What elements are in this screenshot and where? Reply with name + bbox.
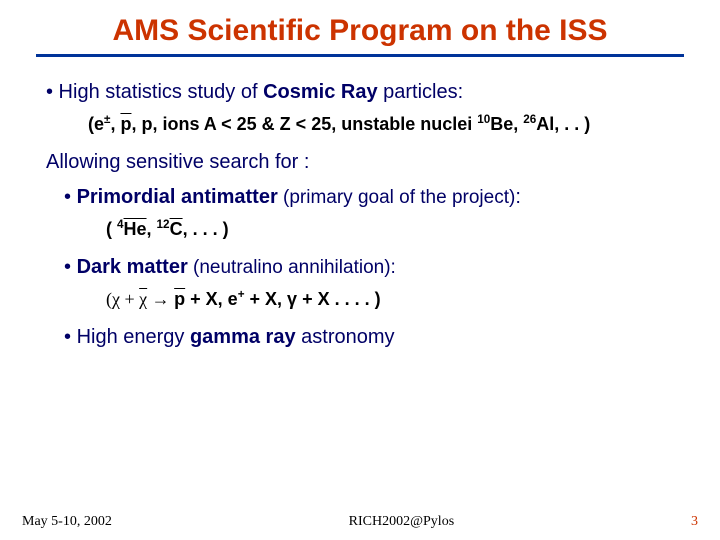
p-bar: p	[174, 289, 185, 309]
t: astronomy	[296, 326, 395, 348]
t: ,	[147, 219, 157, 239]
sub-block: • Primordial antimatter (primary goal of…	[64, 184, 674, 351]
sup: 12	[157, 218, 170, 231]
page-number: 3	[691, 514, 698, 530]
t: (e	[88, 114, 104, 134]
sup: 10	[477, 113, 490, 126]
text: • High statistics study of	[46, 81, 263, 103]
bullet-primordial: • Primordial antimatter (primary goal of…	[64, 184, 674, 211]
t: (neutralino annihilation):	[188, 257, 396, 278]
t: + X, e	[185, 289, 238, 309]
t: Be,	[490, 114, 523, 134]
t: (primary goal of the project)	[278, 187, 516, 208]
bullet-dark-matter: • Dark matter (neutralino annihilation):	[64, 254, 674, 281]
text-bold: Dark matter	[77, 256, 188, 278]
bullet-gamma-ray: • High energy gamma ray astronomy	[64, 324, 674, 351]
t: •	[64, 256, 77, 278]
formula-antimatter: ( 4He, 12C, . . . )	[106, 219, 674, 238]
content-area: • High statistics study of Cosmic Ray pa…	[0, 79, 720, 351]
t: + X, γ + X . . . . )	[245, 289, 381, 309]
footer-date: May 5-10, 2002	[22, 514, 112, 530]
t: χ	[112, 289, 120, 309]
chi-bar: χ	[139, 289, 147, 309]
text-allowing: Allowing sensitive search for :	[46, 149, 674, 176]
formula-neutralino: (χ + χ → p + X, e+ + X, γ + X . . . . )	[106, 289, 674, 308]
footer-venue: RICH2002@Pylos	[349, 514, 454, 530]
t: ,	[110, 114, 120, 134]
t: , . . . )	[183, 219, 229, 239]
pbar: p	[120, 114, 131, 134]
sup: 26	[523, 113, 536, 126]
title-rule	[36, 54, 684, 57]
text-bold: Primordial antimatter	[77, 186, 278, 208]
t: •	[64, 186, 77, 208]
t: 25 & Z	[237, 114, 291, 134]
t: :	[515, 186, 521, 208]
text-bold: Cosmic Ray	[263, 81, 378, 103]
t: →	[147, 289, 174, 309]
text: particles:	[378, 81, 464, 103]
t: +	[120, 289, 139, 309]
formula-particles: (e±, p, p, ions A < 25 & Z < 25, unstabl…	[88, 114, 674, 133]
text-bold: gamma ray	[190, 326, 296, 348]
t: , p, ions A	[131, 114, 216, 134]
t: <	[216, 114, 237, 134]
bullet-high-statistics: • High statistics study of Cosmic Ray pa…	[46, 79, 674, 106]
t: (	[106, 219, 117, 239]
t: 25, unstable nuclei	[311, 114, 477, 134]
page-title: AMS Scientific Program on the ISS	[0, 0, 720, 54]
sup: +	[238, 288, 245, 301]
t: Al, . . )	[536, 114, 590, 134]
text: Allowing sensitive search for :	[46, 151, 309, 173]
t: •	[64, 326, 77, 348]
t: <	[291, 114, 312, 134]
he-bar: He	[124, 219, 147, 239]
c-bar: C	[170, 219, 183, 239]
t: High energy	[77, 326, 190, 348]
footer: May 5-10, 2002 RICH2002@Pylos 3	[0, 514, 720, 530]
